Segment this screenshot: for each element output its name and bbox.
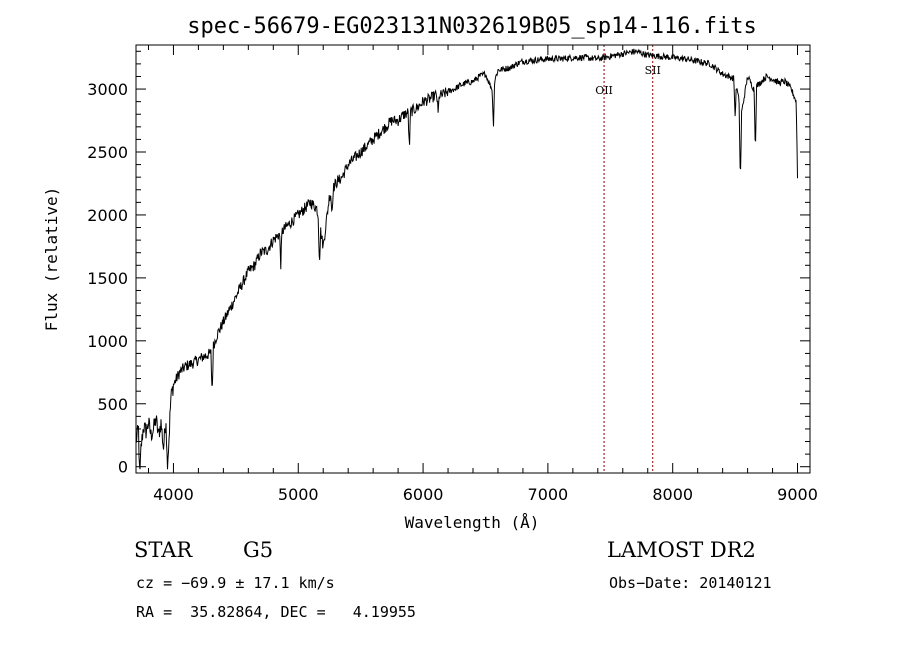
object-class: STAR bbox=[134, 538, 193, 562]
x-tick-label: 9000 bbox=[777, 485, 818, 504]
x-tick-label: 4000 bbox=[153, 485, 194, 504]
coordinates-text: RA = 35.82864, DEC = 4.19955 bbox=[136, 603, 416, 621]
chart-title: spec-56679-EG023131N032619B05_sp14-116.f… bbox=[187, 14, 757, 39]
y-tick-label: 2500 bbox=[87, 143, 128, 162]
object-subclass: G5 bbox=[243, 538, 274, 562]
redshift-text: cz = −69.9 ± 17.1 km/s bbox=[136, 574, 335, 592]
line-marker-label: SII bbox=[645, 64, 661, 77]
y-tick-label: 1000 bbox=[87, 332, 128, 351]
line-marker-label: OII bbox=[595, 84, 613, 97]
axes: 4000 5000 6000 7000 8000 9000 0 500 1000 1500 2000… bbox=[87, 44, 818, 504]
x-axis-label: Wavelength (Å) bbox=[405, 513, 540, 532]
y-tick-label: 500 bbox=[97, 395, 128, 414]
plot-area: OII SII bbox=[135, 45, 798, 473]
obs-date-text: Obs−Date: 20140121 bbox=[609, 574, 772, 592]
y-tick-label: 0 bbox=[118, 458, 128, 477]
y-tick-label: 2000 bbox=[87, 206, 128, 225]
x-tick-label: 8000 bbox=[652, 485, 693, 504]
y-tick-label: 3000 bbox=[87, 80, 128, 99]
plot-frame bbox=[135, 44, 811, 474]
x-tick-label: 7000 bbox=[528, 485, 569, 504]
x-tick-label: 5000 bbox=[278, 485, 319, 504]
x-tick-label: 6000 bbox=[403, 485, 444, 504]
spectrum-line bbox=[135, 48, 798, 470]
y-tick-label: 1500 bbox=[87, 269, 128, 288]
survey-name: LAMOST DR2 bbox=[607, 538, 756, 562]
y-axis-label: Flux (relative) bbox=[42, 187, 61, 332]
